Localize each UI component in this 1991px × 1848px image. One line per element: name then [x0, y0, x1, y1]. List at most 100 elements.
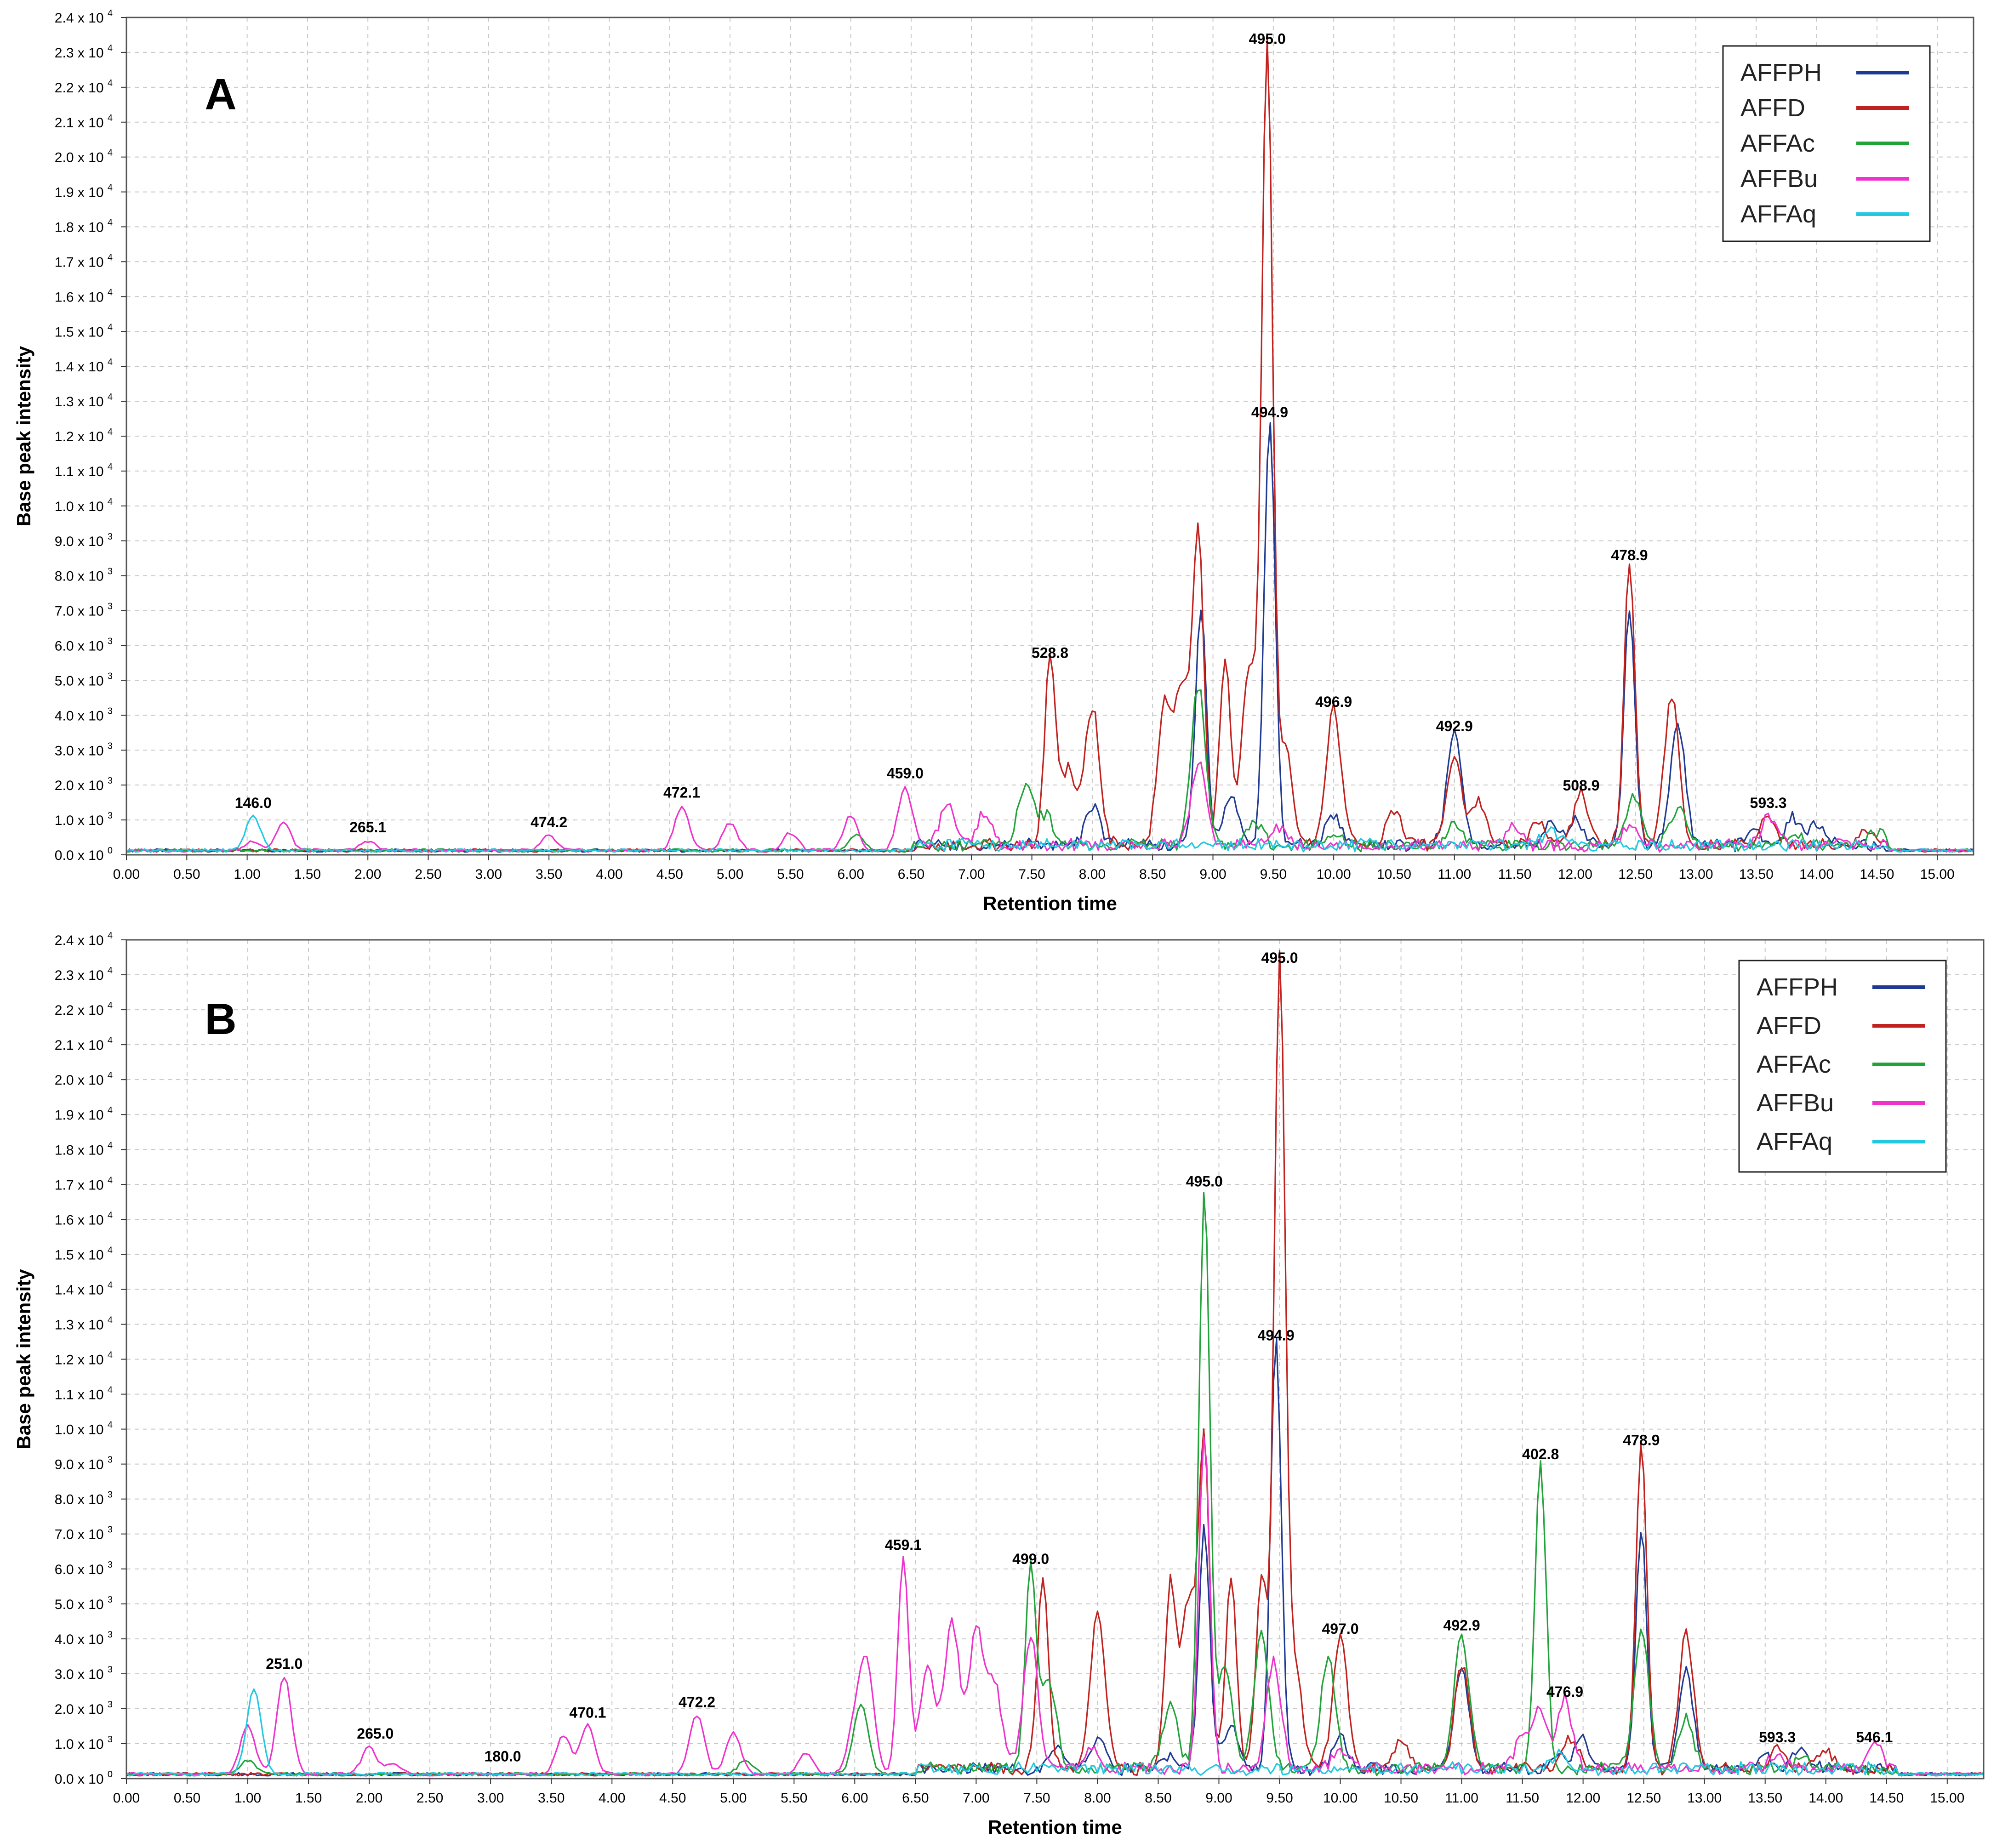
y-tick-label: 3.0 x 10 3	[55, 741, 113, 758]
x-tick-label: 0.50	[173, 867, 200, 882]
y-tick-label: 8.0 x 10 3	[55, 567, 113, 584]
x-tick-label: 13.50	[1748, 1791, 1782, 1806]
x-tick-label: 9.50	[1266, 1791, 1293, 1806]
legend-entry-label: AFFAc	[1740, 130, 1815, 157]
x-tick-label: 2.50	[416, 1791, 443, 1806]
panel-label: B	[205, 995, 236, 1044]
y-tick-label: 1.2 x 10 4	[55, 1350, 113, 1368]
y-tick-label: 4.0 x 10 3	[55, 706, 113, 723]
y-axis-title: Base peak intensity	[13, 346, 34, 526]
peak-label: 474.2	[531, 814, 567, 830]
y-tick-label: 1.9 x 10 4	[55, 183, 113, 200]
x-tick-label: 4.50	[656, 867, 683, 882]
peak-label: 251.0	[266, 1655, 302, 1672]
y-tick-label: 2.4 x 10 4	[55, 8, 113, 26]
x-tick-label: 15.00	[1930, 1791, 1964, 1806]
y-tick-label: 1.7 x 10 4	[55, 1175, 113, 1193]
y-tick-label: 2.3 x 10 4	[55, 966, 113, 983]
x-tick-label: 8.00	[1084, 1791, 1111, 1806]
y-tick-label: 2.1 x 10 4	[55, 1035, 113, 1053]
x-tick-label: 3.00	[477, 1791, 504, 1806]
x-tick-label: 8.50	[1139, 867, 1166, 882]
peak-label: 495.0	[1261, 950, 1298, 966]
y-tick-label: 7.0 x 10 3	[55, 1525, 113, 1542]
legend-entry-label: AFFBu	[1757, 1089, 1834, 1117]
y-tick-label: 1.8 x 10 4	[55, 218, 113, 235]
x-axis-title: Retention time	[983, 893, 1117, 914]
x-tick-label: 7.50	[1018, 867, 1045, 882]
x-tick-label: 0.00	[113, 1791, 140, 1806]
x-tick-label: 6.50	[898, 867, 924, 882]
x-tick-label: 2.00	[354, 867, 381, 882]
y-tick-label: 2.2 x 10 4	[55, 78, 113, 96]
peak-label: 146.0	[235, 795, 272, 811]
x-tick-label: 9.00	[1205, 1791, 1232, 1806]
peak-label: 459.0	[887, 765, 924, 782]
x-tick-label: 6.00	[837, 867, 864, 882]
x-tick-label: 6.00	[841, 1791, 868, 1806]
y-tick-label: 1.6 x 10 4	[55, 287, 113, 305]
x-tick-label: 5.00	[720, 1791, 747, 1806]
x-tick-label: 13.00	[1678, 867, 1713, 882]
x-tick-label: 3.50	[536, 867, 562, 882]
x-tick-label: 10.00	[1323, 1791, 1358, 1806]
x-tick-label: 12.50	[1618, 867, 1653, 882]
y-tick-label: 2.1 x 10 4	[55, 113, 113, 131]
peak-label: 492.9	[1436, 718, 1473, 734]
x-tick-label: 14.50	[1860, 867, 1894, 882]
x-tick-label: 2.50	[415, 867, 441, 882]
peak-label: 494.9	[1251, 404, 1288, 421]
x-tick-label: 9.00	[1199, 867, 1226, 882]
peak-label: 470.1	[569, 1705, 606, 1721]
x-tick-label: 7.00	[958, 867, 985, 882]
y-tick-label: 1.3 x 10 4	[55, 392, 113, 409]
peak-label: 265.0	[357, 1725, 394, 1742]
peak-label: 492.9	[1443, 1617, 1480, 1633]
y-tick-label: 1.5 x 10 4	[55, 1245, 113, 1262]
y-tick-label: 9.0 x 10 3	[55, 532, 113, 549]
x-tick-label: 13.00	[1687, 1791, 1722, 1806]
x-tick-label: 8.00	[1079, 867, 1106, 882]
legend: AFFPH AFFD AFFAc AFFBu AFFAq	[1738, 960, 1947, 1173]
peak-label: 499.0	[1012, 1551, 1049, 1567]
y-tick-label: 3.0 x 10 3	[55, 1665, 113, 1682]
peak-label: 508.9	[1563, 777, 1599, 794]
y-tick-label: 1.0 x 10 4	[55, 1420, 113, 1438]
y-tick-label: 2.4 x 10 4	[55, 931, 113, 948]
peak-label: 546.1	[1856, 1729, 1893, 1746]
peak-label: 402.8	[1522, 1446, 1559, 1462]
x-tick-label: 5.50	[777, 867, 804, 882]
y-tick-label: 1.9 x 10 4	[55, 1105, 113, 1123]
legend-entry-label: AFFAq	[1757, 1128, 1832, 1155]
x-tick-label: 12.00	[1558, 867, 1592, 882]
x-tick-label: 1.50	[295, 1791, 322, 1806]
legend-entry-label: AFFD	[1740, 94, 1805, 122]
y-tick-label: 2.0 x 10 4	[55, 1070, 113, 1088]
y-tick-label: 2.2 x 10 4	[55, 1001, 113, 1018]
y-tick-label: 9.0 x 10 3	[55, 1455, 113, 1473]
x-tick-label: 15.00	[1920, 867, 1955, 882]
y-tick-label: 2.0 x 10 3	[55, 776, 113, 793]
x-tick-label: 10.50	[1377, 867, 1411, 882]
x-tick-label: 1.50	[294, 867, 321, 882]
peak-label: 495.0	[1249, 31, 1286, 47]
x-tick-label: 11.50	[1498, 867, 1532, 882]
x-tick-label: 13.50	[1739, 867, 1774, 882]
x-tick-label: 5.50	[781, 1791, 807, 1806]
y-tick-label: 1.6 x 10 4	[55, 1210, 113, 1228]
peak-label: 265.1	[349, 819, 386, 836]
panel-label: A	[205, 70, 236, 119]
x-tick-label: 7.50	[1023, 1791, 1050, 1806]
y-tick-label: 1.1 x 10 4	[55, 1385, 113, 1403]
x-tick-label: 2.00	[356, 1791, 382, 1806]
y-tick-label: 1.0 x 10 3	[55, 1734, 113, 1752]
legend: AFFPH AFFD AFFAc AFFBu AFFAq	[1722, 45, 1931, 242]
y-tick-label: 5.0 x 10 3	[55, 1595, 113, 1612]
y-tick-label: 8.0 x 10 3	[55, 1490, 113, 1507]
x-tick-label: 12.00	[1566, 1791, 1600, 1806]
y-tick-label: 6.0 x 10 3	[55, 637, 113, 654]
y-tick-label: 0.0 x 10 0	[55, 1769, 113, 1787]
x-tick-label: 12.50	[1626, 1791, 1661, 1806]
chart-panel-a: 0.00 0.50 1.00 1.50 2.00 2.50 3.00 3.50 4.00 4.50…	[13, 8, 1974, 914]
